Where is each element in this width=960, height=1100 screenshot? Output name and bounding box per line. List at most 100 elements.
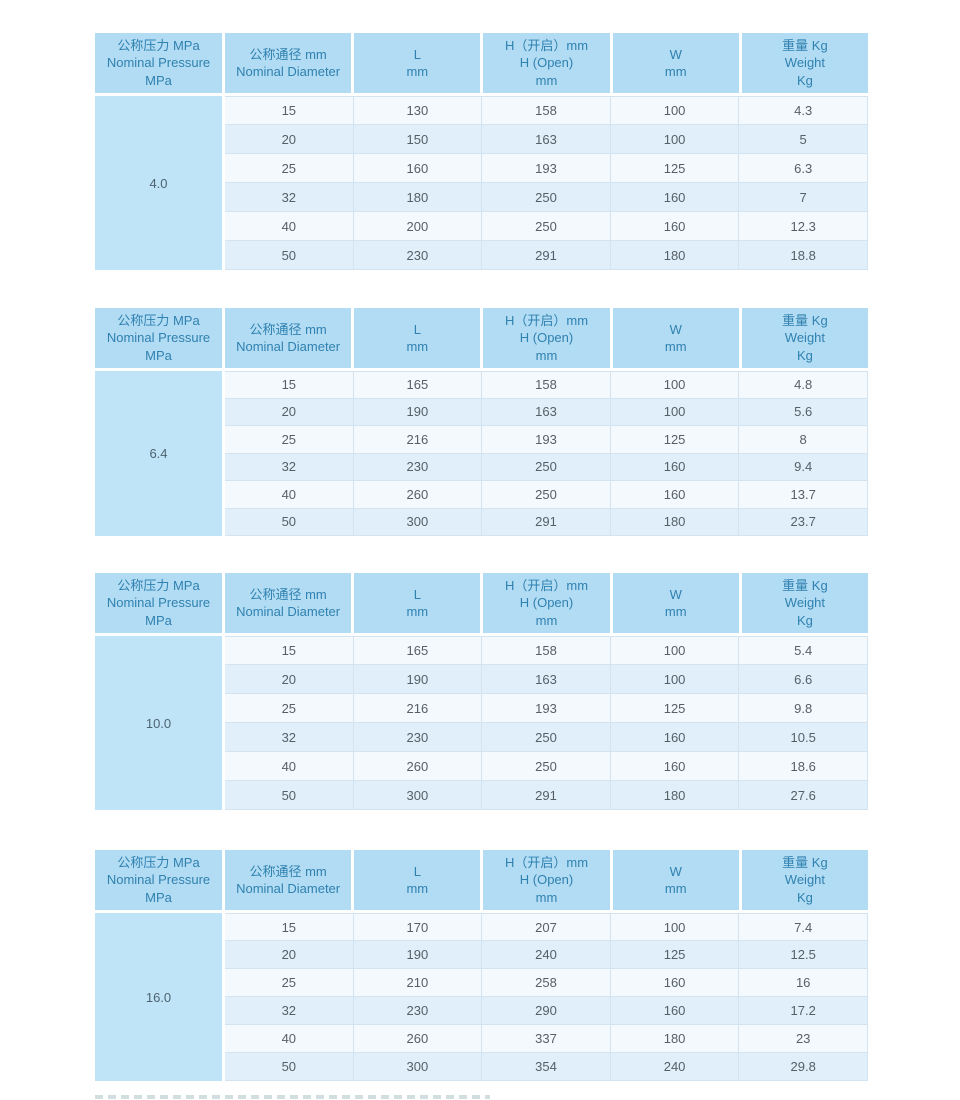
column-header-line: mm bbox=[535, 612, 558, 628]
w-mm-cell: 180 bbox=[610, 241, 740, 270]
l-mm-cell: 130 bbox=[353, 96, 483, 125]
l-mm-cell: 216 bbox=[353, 694, 483, 723]
h-open-cell: 193 bbox=[482, 154, 611, 183]
column-header-line: 重量 Kg bbox=[782, 313, 828, 329]
l-mm-cell: 230 bbox=[353, 453, 483, 481]
column-header-line: 公称通径 mm bbox=[249, 46, 327, 62]
column-header-line: MPa bbox=[145, 889, 172, 905]
column-header-line: W bbox=[669, 321, 682, 337]
diameter-cell: 15 bbox=[225, 96, 354, 125]
table-rows: 15 165 158 100 4.8 20 190 163 100 5.6 25 216 193 125 8… bbox=[225, 371, 868, 536]
weight-cell: 12.3 bbox=[739, 212, 868, 241]
column-header-line: Weight bbox=[784, 872, 826, 888]
weight-cell: 13.7 bbox=[739, 481, 868, 509]
column-header-line: Kg bbox=[796, 72, 813, 88]
table-row: 25 160 193 125 6.3 bbox=[225, 154, 868, 183]
diameter-cell: 20 bbox=[225, 398, 354, 426]
column-header-line: H (Open) bbox=[519, 595, 574, 611]
table-row: 50 300 354 240 29.8 bbox=[225, 1053, 868, 1081]
column-header-line: Nominal Pressure bbox=[106, 595, 211, 611]
column-header-pressure: 公称压力 MPa Nominal Pressure MPa bbox=[95, 308, 222, 368]
weight-cell: 5.6 bbox=[739, 398, 868, 426]
table-row: 32 230 290 160 17.2 bbox=[225, 997, 868, 1025]
table-row: 40 260 250 160 13.7 bbox=[225, 481, 868, 509]
column-header-diameter: 公称通径 mm Nominal Diameter bbox=[225, 850, 352, 910]
diameter-cell: 50 bbox=[225, 1053, 354, 1081]
w-mm-cell: 180 bbox=[610, 781, 740, 810]
w-mm-cell: 100 bbox=[610, 398, 740, 426]
column-header-weight: 重量 Kg Weight Kg bbox=[741, 850, 869, 910]
column-header-line: W bbox=[669, 586, 682, 602]
h-open-cell: 163 bbox=[482, 398, 611, 426]
w-mm-cell: 100 bbox=[610, 636, 740, 665]
spec-table-16.0-mpa: 公称压力 MPa Nominal Pressure MPa 公称通径 mm Nomina… bbox=[95, 850, 869, 1081]
pressure-value-cell: 10.0 bbox=[95, 636, 222, 810]
diameter-cell: 50 bbox=[225, 508, 354, 536]
w-mm-cell: 100 bbox=[610, 665, 740, 694]
diameter-cell: 50 bbox=[225, 781, 354, 810]
w-mm-cell: 125 bbox=[610, 154, 740, 183]
h-open-cell: 163 bbox=[482, 125, 611, 154]
weight-cell: 7.4 bbox=[739, 913, 868, 941]
weight-cell: 16 bbox=[739, 969, 868, 997]
l-mm-cell: 165 bbox=[353, 636, 483, 665]
column-header-pressure: 公称压力 MPa Nominal Pressure MPa bbox=[95, 850, 222, 910]
diameter-cell: 32 bbox=[225, 183, 354, 212]
diameter-cell: 40 bbox=[225, 752, 354, 781]
h-open-cell: 158 bbox=[482, 636, 611, 665]
weight-cell: 4.8 bbox=[739, 371, 868, 399]
l-mm-cell: 160 bbox=[353, 154, 483, 183]
table-row: 20 190 163 100 5.6 bbox=[225, 398, 868, 426]
column-header-line: L bbox=[413, 586, 421, 602]
l-mm-cell: 200 bbox=[353, 212, 483, 241]
pressure-value-cell: 4.0 bbox=[95, 96, 222, 270]
column-header-line: 公称压力 MPa bbox=[117, 578, 200, 594]
diameter-cell: 20 bbox=[225, 665, 354, 694]
weight-cell: 6.6 bbox=[739, 665, 868, 694]
tables-container: 公称压力 MPa Nominal Pressure MPa 公称通径 mm Nomina… bbox=[0, 33, 960, 1081]
h-open-cell: 250 bbox=[482, 481, 611, 509]
column-header-line: mm bbox=[406, 604, 429, 619]
table-header-row: 公称压力 MPa Nominal Pressure MPa 公称通径 mm Nomina… bbox=[95, 573, 869, 633]
h-open-cell: 193 bbox=[482, 694, 611, 723]
table-row: 20 190 240 125 12.5 bbox=[225, 941, 868, 969]
table-row: 32 230 250 160 10.5 bbox=[225, 723, 868, 752]
weight-cell: 10.5 bbox=[739, 723, 868, 752]
weight-cell: 9.4 bbox=[739, 453, 868, 481]
diameter-cell: 20 bbox=[225, 941, 354, 969]
w-mm-cell: 125 bbox=[610, 941, 740, 969]
h-open-cell: 250 bbox=[482, 212, 611, 241]
diameter-cell: 25 bbox=[225, 694, 354, 723]
column-header-line: Nominal Pressure bbox=[106, 872, 211, 888]
table-rows: 15 170 207 100 7.4 20 190 240 125 12.5 25 210 258 160… bbox=[225, 913, 868, 1081]
column-header-line: Nominal Pressure bbox=[106, 330, 211, 346]
table-row: 40 260 337 180 23 bbox=[225, 1025, 868, 1053]
column-header-line: W bbox=[669, 863, 682, 879]
column-header-line: Nominal Diameter bbox=[236, 881, 341, 896]
weight-cell: 29.8 bbox=[739, 1053, 868, 1081]
column-header-weight: 重量 Kg Weight Kg bbox=[741, 573, 869, 633]
table-row: 40 200 250 160 12.3 bbox=[225, 212, 868, 241]
column-header-pressure: 公称压力 MPa Nominal Pressure MPa bbox=[95, 33, 222, 93]
column-header-line: 公称通径 mm bbox=[249, 586, 327, 602]
weight-cell: 7 bbox=[739, 183, 868, 212]
table-body: 16.0 15 170 207 100 7.4 20 190 240 125 12.5 25 210 2… bbox=[95, 913, 868, 1081]
table-row: 50 230 291 180 18.8 bbox=[225, 241, 868, 270]
column-header-line: 重量 Kg bbox=[782, 578, 828, 594]
w-mm-cell: 160 bbox=[610, 212, 740, 241]
column-header-line: H（开启）mm bbox=[504, 855, 589, 871]
column-header-line: Nominal Diameter bbox=[236, 604, 341, 619]
column-header-line: W bbox=[669, 46, 682, 62]
weight-cell: 8 bbox=[739, 426, 868, 454]
weight-cell: 18.6 bbox=[739, 752, 868, 781]
w-mm-cell: 125 bbox=[610, 694, 740, 723]
w-mm-cell: 240 bbox=[610, 1053, 740, 1081]
diameter-cell: 20 bbox=[225, 125, 354, 154]
weight-cell: 27.6 bbox=[739, 781, 868, 810]
diameter-cell: 15 bbox=[225, 371, 354, 399]
